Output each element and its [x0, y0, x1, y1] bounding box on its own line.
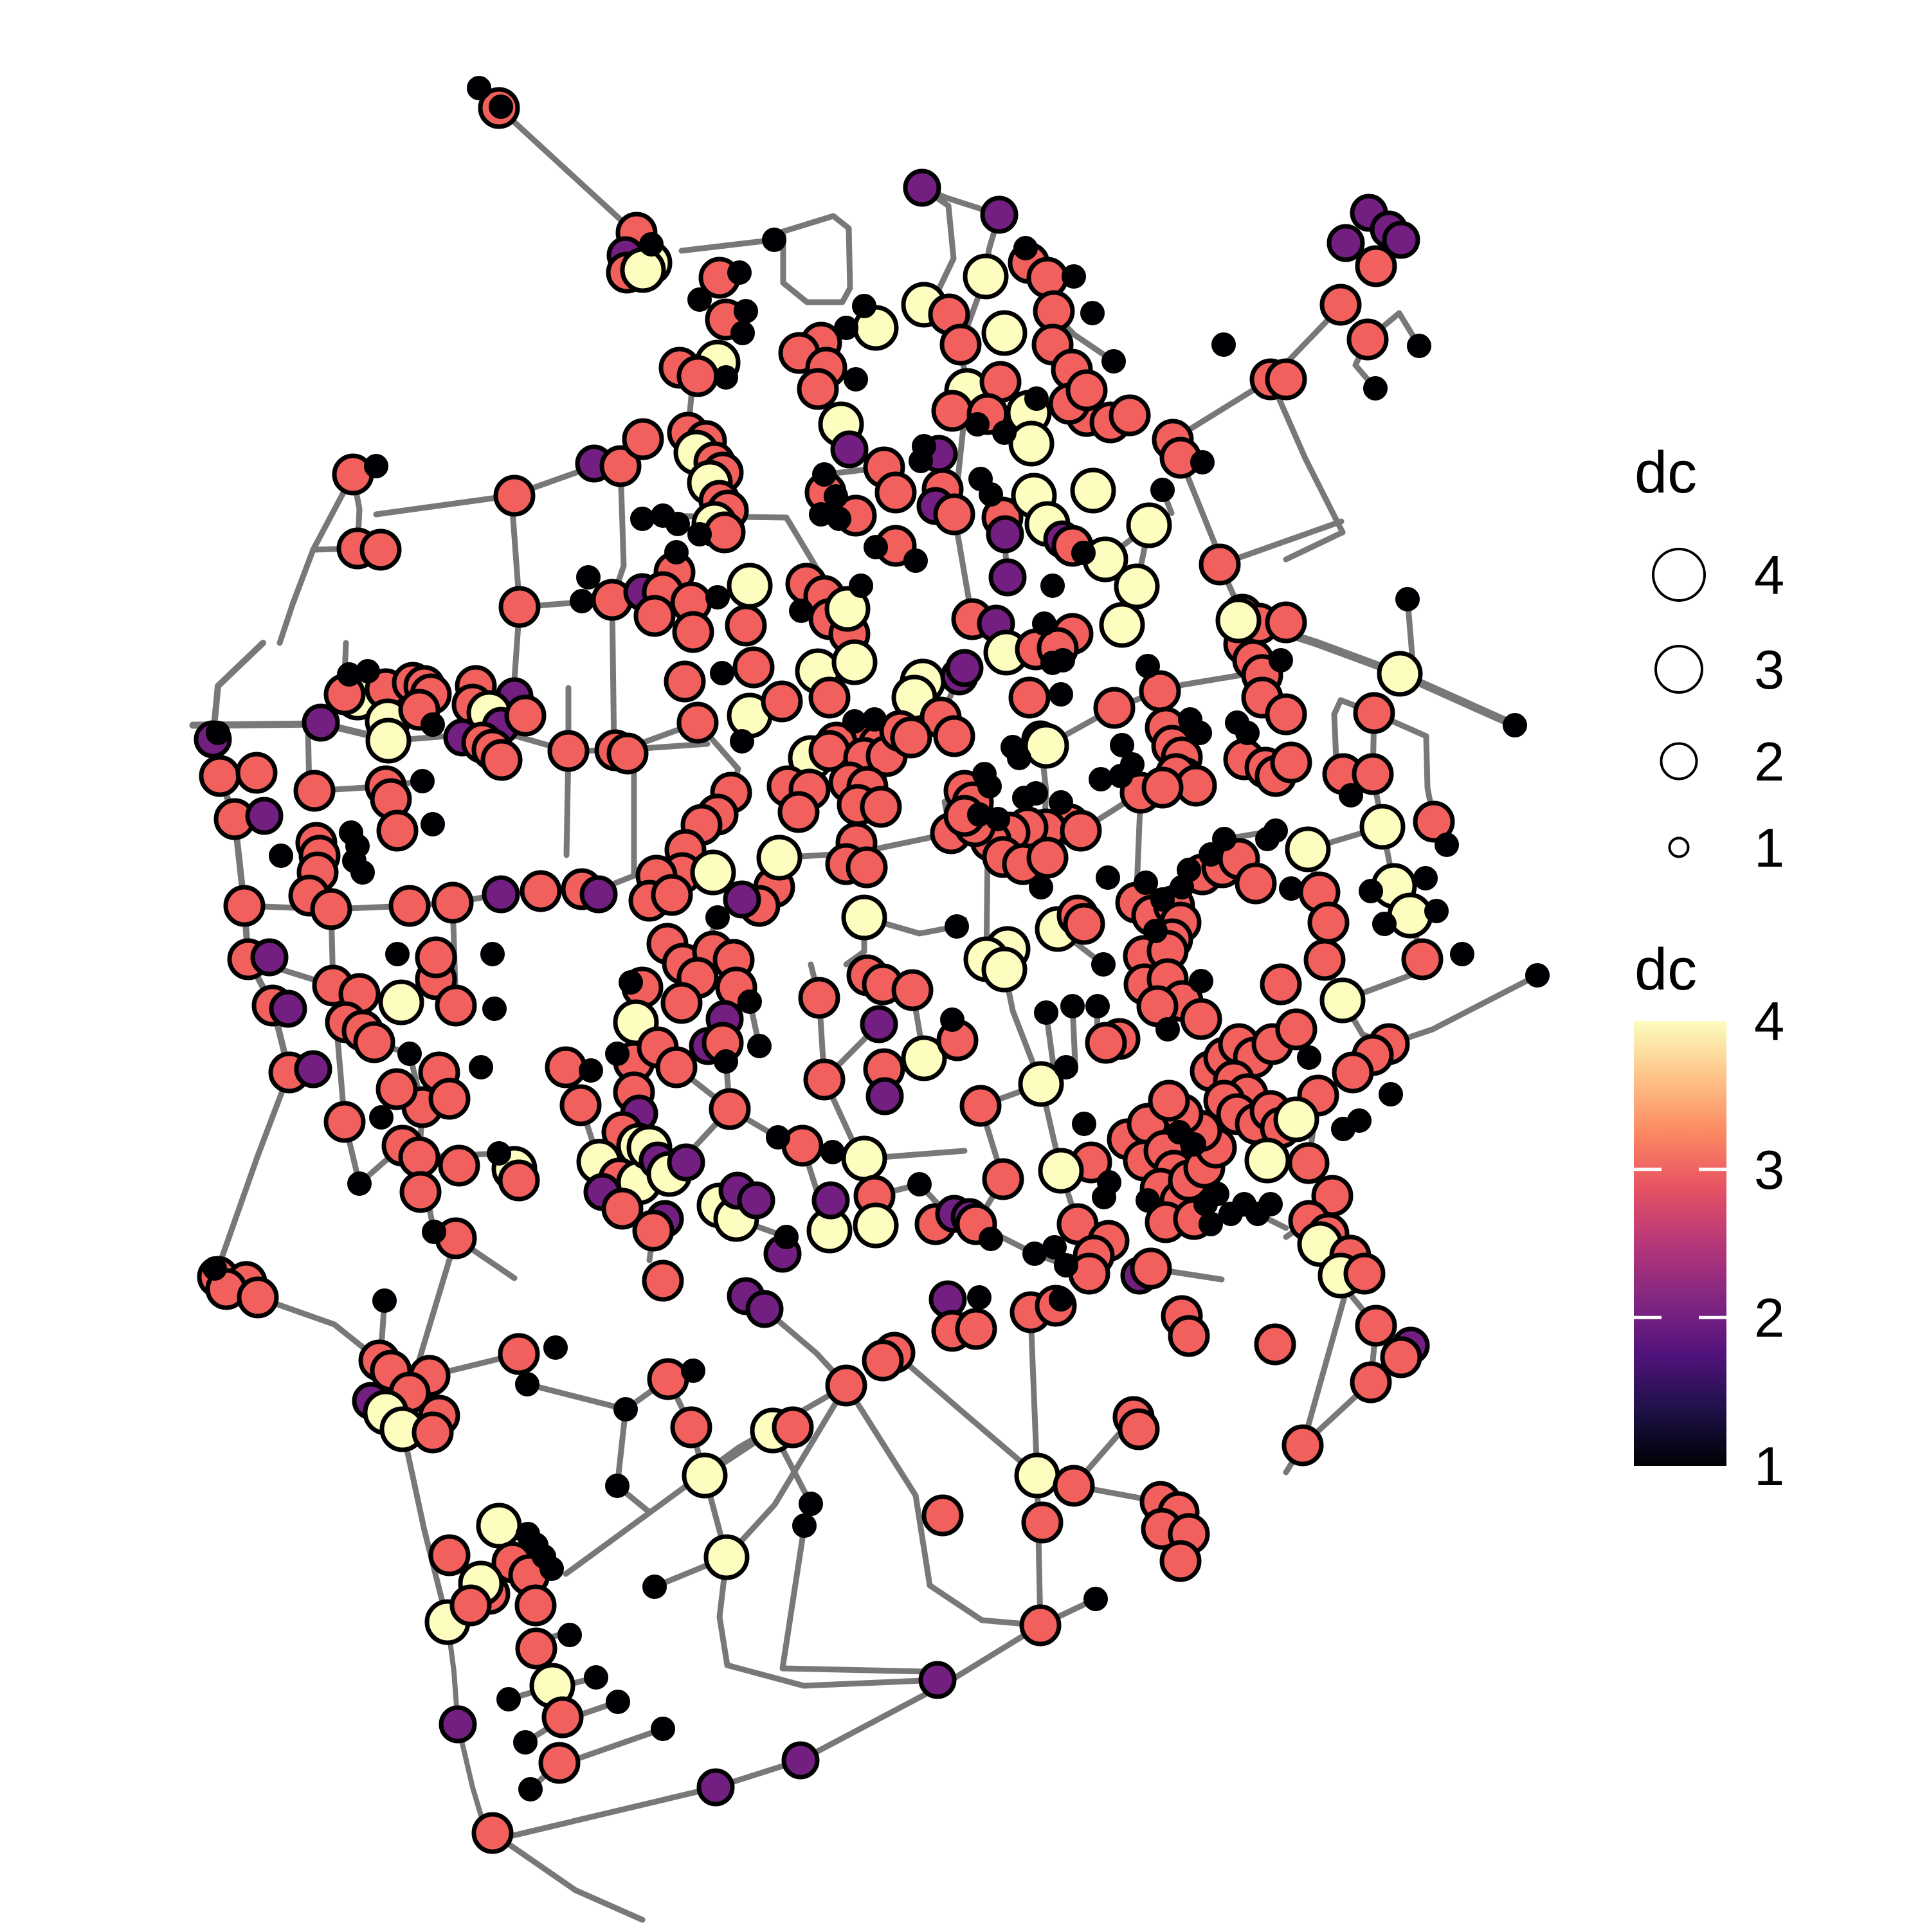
svg-text:dc: dc: [1635, 937, 1697, 1002]
svg-text:dc: dc: [1635, 440, 1697, 505]
svg-text:2: 2: [1754, 1288, 1784, 1349]
svg-text:3: 3: [1754, 640, 1784, 701]
svg-text:1: 1: [1754, 818, 1784, 879]
svg-text:4: 4: [1754, 545, 1784, 606]
svg-text:3: 3: [1754, 1140, 1784, 1201]
svg-text:4: 4: [1754, 991, 1784, 1052]
svg-text:2: 2: [1754, 732, 1784, 793]
svg-text:1: 1: [1754, 1436, 1784, 1497]
